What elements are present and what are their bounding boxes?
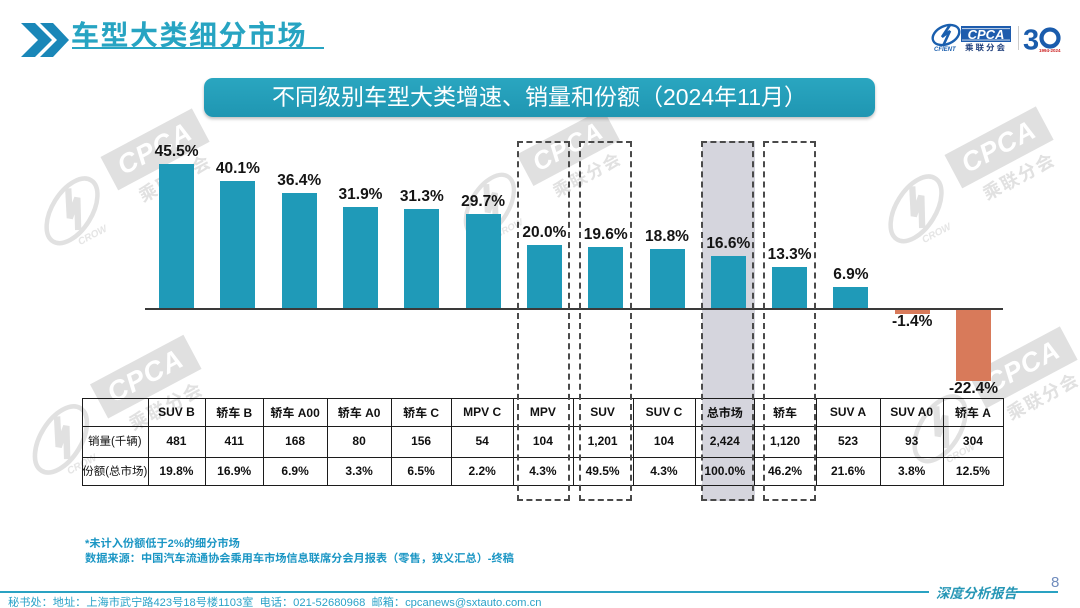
svg-text:CROW: CROW <box>76 223 110 248</box>
svg-text:CFIENT: CFIENT <box>934 47 957 53</box>
svg-text:1994-2024: 1994-2024 <box>1039 48 1061 53</box>
svg-text:3: 3 <box>1023 25 1039 55</box>
svg-text:CROW: CROW <box>920 221 954 246</box>
svg-text:CPCA: CPCA <box>968 27 1005 42</box>
svg-text:乘联分会: 乘联分会 <box>965 43 1007 53</box>
